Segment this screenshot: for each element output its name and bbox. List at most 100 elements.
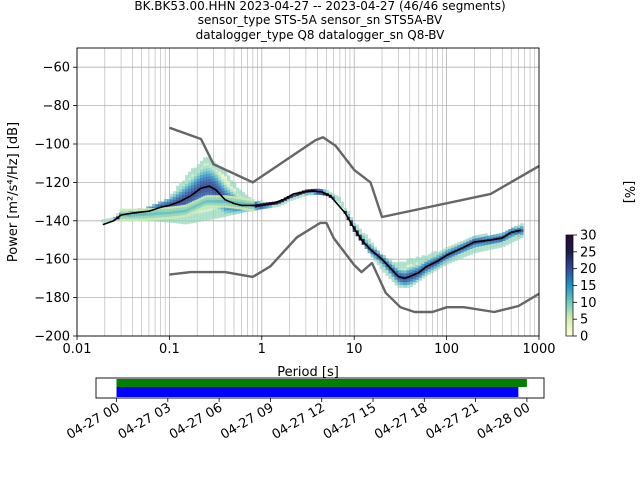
histogram-cell bbox=[289, 194, 294, 198]
histogram-cell bbox=[167, 214, 172, 217]
histogram-cell bbox=[400, 264, 404, 268]
histogram-cell bbox=[484, 233, 488, 237]
histogram-cell bbox=[298, 194, 303, 198]
histogram-cell bbox=[211, 195, 216, 198]
histogram-cell bbox=[185, 175, 189, 179]
histogram-cell bbox=[200, 166, 204, 170]
histogram-cell bbox=[418, 271, 422, 275]
histogram-cell bbox=[490, 234, 494, 239]
histogram-cell bbox=[163, 209, 167, 212]
histogram-cell bbox=[346, 213, 351, 218]
histogram-cell bbox=[229, 205, 233, 209]
histogram-cell bbox=[141, 218, 145, 221]
histogram-cell bbox=[156, 210, 161, 213]
histogram-cell bbox=[154, 212, 159, 216]
histogram-cell bbox=[246, 208, 251, 211]
histogram-cell bbox=[238, 209, 243, 214]
histogram-cell bbox=[211, 192, 216, 197]
histogram-cell bbox=[165, 206, 170, 210]
histogram-cell bbox=[163, 207, 167, 210]
histogram-cell bbox=[188, 191, 192, 195]
histogram-cell bbox=[200, 204, 205, 207]
histogram-cell bbox=[400, 267, 404, 271]
histogram-cell bbox=[182, 186, 186, 190]
histogram-cell bbox=[203, 163, 207, 167]
histogram-cell bbox=[163, 214, 167, 217]
histogram-cell bbox=[451, 244, 455, 248]
histogram-cell bbox=[182, 183, 186, 187]
histogram-cell bbox=[214, 202, 218, 206]
histogram-cell bbox=[472, 238, 476, 242]
histogram-cell bbox=[421, 258, 425, 262]
histogram-cell bbox=[203, 203, 207, 206]
histogram-cell bbox=[167, 209, 172, 212]
histogram-cell bbox=[478, 237, 482, 241]
histogram-cell bbox=[185, 221, 189, 225]
histogram-cell bbox=[226, 189, 231, 193]
histogram-cell bbox=[197, 187, 201, 191]
histogram-cell bbox=[211, 172, 216, 176]
histogram-cell bbox=[194, 184, 198, 189]
histogram-cell bbox=[191, 185, 195, 189]
histogram-cell bbox=[478, 243, 482, 247]
histogram-cell bbox=[218, 200, 222, 203]
timeline-tick-label: 04-28 00 bbox=[475, 400, 533, 442]
histogram-cell bbox=[150, 215, 154, 218]
histogram-cell bbox=[173, 196, 177, 201]
histogram-cell bbox=[226, 212, 231, 216]
histogram-cell bbox=[229, 198, 233, 201]
histogram-cell bbox=[176, 215, 181, 219]
histogram-cell bbox=[358, 234, 363, 238]
histogram-cell bbox=[208, 176, 213, 180]
histogram-cell bbox=[244, 203, 249, 206]
histogram-cell bbox=[439, 259, 443, 263]
histogram-cell bbox=[130, 208, 134, 212]
histogram-cell bbox=[223, 173, 228, 177]
histogram-cell bbox=[246, 205, 251, 209]
histogram-cell bbox=[412, 281, 416, 285]
colorbar-tick-label: 5 bbox=[580, 313, 588, 328]
histogram-cell bbox=[205, 159, 210, 163]
histogram-cell bbox=[170, 216, 174, 219]
histogram-cell bbox=[433, 262, 437, 266]
histogram-cell bbox=[370, 254, 374, 258]
x-tick-label: 100 bbox=[434, 342, 459, 357]
histogram-cell bbox=[161, 207, 165, 210]
histogram-cell bbox=[159, 217, 163, 220]
histogram-cell bbox=[493, 245, 497, 250]
histogram-cell bbox=[412, 270, 416, 274]
histogram-cell bbox=[478, 248, 482, 253]
histogram-cell bbox=[197, 164, 201, 168]
histogram-cell bbox=[403, 264, 407, 268]
histogram-cell bbox=[205, 182, 210, 186]
histogram-cell bbox=[194, 213, 198, 217]
histogram-cell bbox=[517, 224, 521, 228]
histogram-cell bbox=[167, 206, 172, 210]
histogram-cell bbox=[192, 203, 196, 207]
histogram-cell bbox=[200, 202, 205, 205]
histogram-cell bbox=[205, 171, 210, 175]
histogram-cell bbox=[251, 199, 255, 202]
histogram-cell bbox=[173, 199, 177, 203]
histogram-cell bbox=[214, 186, 219, 190]
histogram-cell bbox=[295, 195, 300, 199]
histogram-cell bbox=[196, 209, 200, 212]
histogram-cell bbox=[448, 257, 452, 261]
histogram-cell bbox=[433, 253, 437, 257]
histogram-cell bbox=[185, 186, 189, 190]
histogram-cell bbox=[475, 246, 479, 250]
histogram-cell bbox=[110, 217, 114, 221]
histogram-cell bbox=[442, 260, 446, 264]
histogram-cell bbox=[229, 209, 234, 213]
histogram-cell bbox=[418, 260, 422, 264]
histogram-cell bbox=[490, 240, 494, 244]
histogram-cell bbox=[188, 200, 192, 204]
histogram-cell bbox=[472, 250, 476, 254]
histogram-cell bbox=[388, 270, 392, 274]
histogram-cell bbox=[238, 196, 242, 200]
histogram-cell bbox=[130, 216, 134, 219]
histogram-cell bbox=[156, 217, 161, 220]
histogram-cell bbox=[208, 210, 213, 214]
histogram-cell bbox=[427, 265, 431, 269]
histogram-cell bbox=[256, 206, 261, 210]
